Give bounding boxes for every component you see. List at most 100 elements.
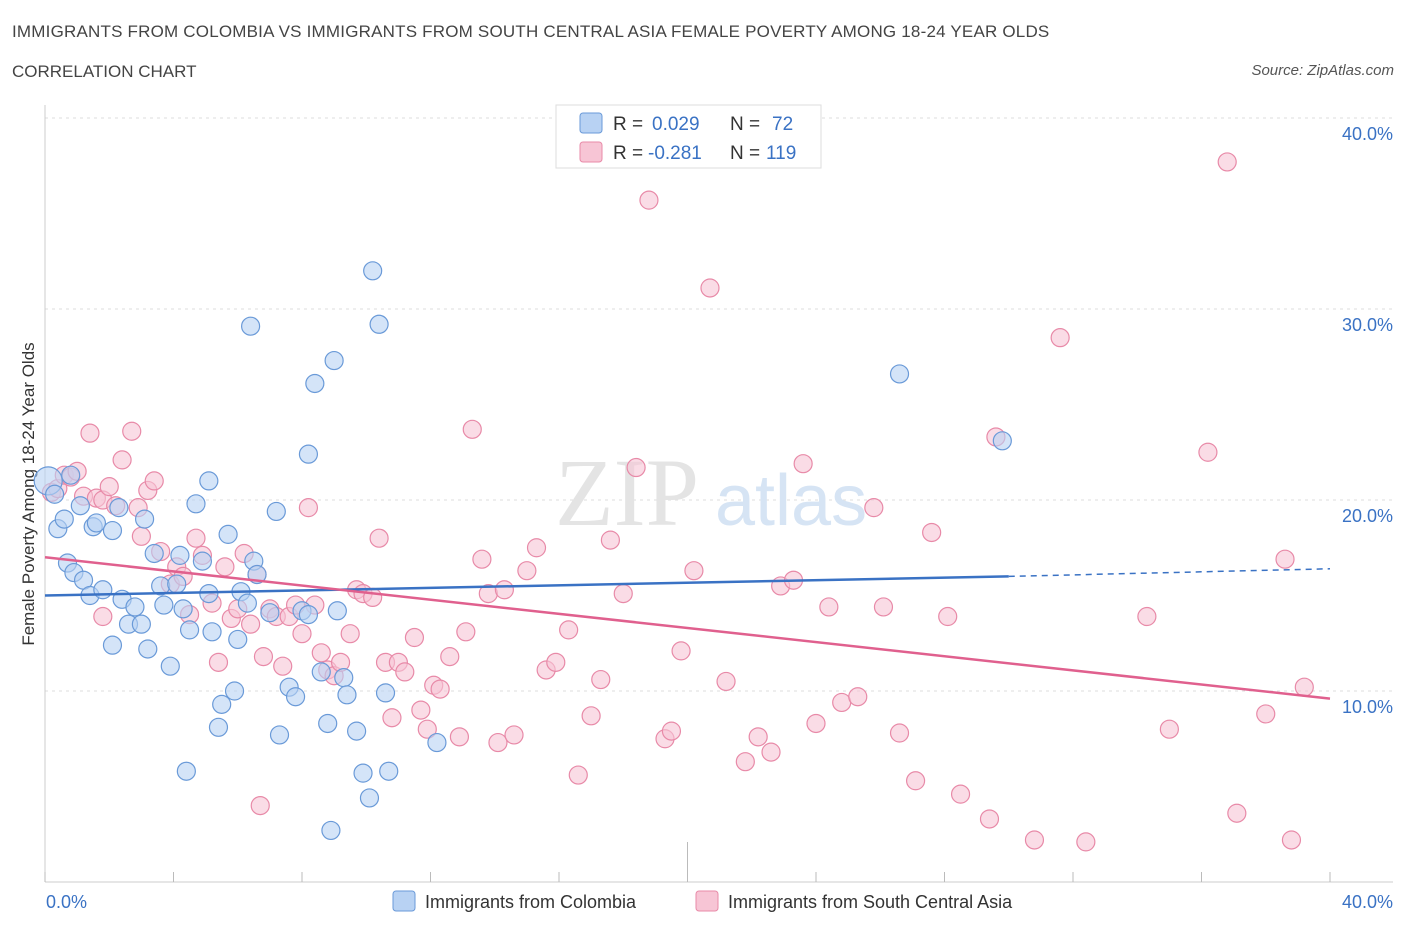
point-asia — [494, 580, 514, 600]
trend-line-colombia-extension — [1008, 568, 1331, 578]
point-asia — [1024, 830, 1045, 850]
point-asia — [905, 771, 926, 791]
point-colombia — [359, 788, 380, 808]
point-colombia — [353, 763, 373, 783]
trend-lines — [44, 556, 1331, 700]
point-colombia — [337, 685, 357, 705]
point-asia — [456, 622, 476, 642]
point-asia — [639, 190, 659, 210]
point-asia — [80, 423, 100, 443]
point-colombia — [305, 373, 325, 394]
series-asia-points — [41, 152, 1314, 852]
y-tick-label: 10.0% — [1342, 697, 1393, 717]
point-asia — [417, 719, 437, 739]
point-asia — [144, 471, 164, 491]
point-colombia — [179, 620, 200, 640]
point-asia — [1076, 832, 1096, 852]
point-asia — [488, 732, 508, 753]
point-asia — [273, 656, 293, 676]
point-colombia — [144, 543, 164, 564]
point-asia — [298, 498, 319, 518]
point-asia — [526, 538, 547, 558]
point-colombia — [889, 364, 910, 384]
point-colombia — [212, 694, 232, 714]
point-asia — [661, 721, 682, 741]
point-colombia — [109, 498, 129, 518]
legend-r-value-asia: -0.281 — [648, 143, 702, 164]
point-colombia — [199, 471, 219, 491]
bottom-legend-label-asia: Immigrants from South Central Asia — [728, 892, 1013, 912]
point-colombia — [218, 524, 238, 544]
point-asia — [369, 528, 389, 548]
legend-n-label-colombia: N = — [730, 114, 760, 135]
y-axis-label: Female Poverty Among 18-24 Year Olds — [19, 342, 38, 645]
point-asia — [1281, 830, 1302, 850]
point-asia — [581, 706, 601, 726]
point-asia — [363, 587, 383, 608]
legend-r-value-colombia: 0.029 — [652, 114, 700, 135]
chart-title: IMMIGRANTS FROM COLOMBIA VS IMMIGRANTS F… — [12, 22, 1050, 41]
point-colombia — [363, 261, 383, 281]
point-colombia — [321, 820, 341, 841]
point-asia — [404, 627, 425, 648]
point-colombia — [224, 681, 245, 701]
point-asia — [748, 727, 768, 747]
point-colombia — [192, 551, 213, 571]
legend-n-value-colombia: 72 — [772, 114, 793, 135]
point-asia — [922, 522, 942, 543]
point-colombia — [260, 603, 280, 623]
point-asia — [131, 526, 151, 546]
point-colombia — [138, 639, 158, 659]
point-asia — [395, 662, 415, 682]
point-asia — [1275, 549, 1295, 569]
watermark-zip: ZIP — [555, 439, 699, 546]
point-asia — [671, 641, 691, 661]
point-asia — [1227, 803, 1247, 823]
point-asia — [472, 549, 492, 569]
point-asia — [873, 597, 894, 617]
y-tick-label: 40.0% — [1342, 124, 1393, 144]
point-asia — [1137, 606, 1157, 627]
point-asia — [340, 624, 360, 644]
point-asia — [93, 606, 113, 627]
point-asia — [241, 614, 261, 634]
point-colombia — [160, 656, 180, 676]
bottom-legend-label-colombia: Immigrants from Colombia — [425, 892, 637, 912]
point-colombia — [237, 593, 257, 613]
point-asia — [440, 647, 460, 667]
point-asia — [122, 421, 142, 441]
point-colombia — [202, 622, 222, 642]
point-asia — [819, 597, 839, 617]
point-colombia — [327, 601, 347, 621]
bottom-legend-swatch-asia — [695, 890, 719, 912]
point-asia — [716, 671, 736, 692]
point-asia — [600, 530, 621, 550]
point-asia — [186, 528, 206, 548]
point-asia — [99, 477, 119, 497]
point-asia — [700, 278, 720, 298]
point-colombia — [45, 484, 65, 504]
point-colombia — [167, 574, 187, 594]
point-colombia — [427, 732, 447, 753]
point-colombia — [125, 597, 145, 617]
point-asia — [546, 652, 566, 672]
series-colombia-points — [33, 261, 1012, 841]
series-legend: Immigrants from Colombia Immigrants from… — [392, 890, 1013, 912]
point-colombia — [241, 316, 261, 336]
point-colombia — [379, 761, 399, 781]
y-tick-label: 20.0% — [1342, 506, 1393, 526]
point-asia — [613, 583, 633, 604]
point-colombia — [324, 350, 344, 371]
point-asia — [848, 687, 868, 707]
point-asia — [1217, 152, 1237, 172]
point-asia — [626, 457, 646, 478]
point-colombia — [61, 465, 81, 485]
point-asia — [938, 606, 958, 627]
point-colombia — [318, 713, 338, 734]
point-colombia — [134, 509, 155, 529]
point-asia — [1256, 704, 1276, 724]
point-asia — [504, 725, 524, 745]
point-colombia — [369, 314, 389, 334]
legend-swatch-asia — [579, 141, 603, 163]
